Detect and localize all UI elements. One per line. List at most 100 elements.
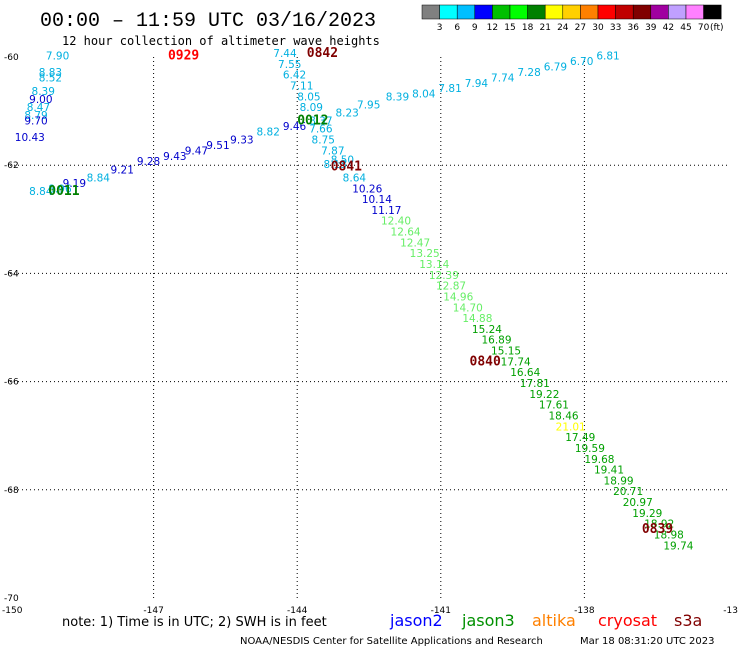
wave-height-point: 19.41 [594,465,624,477]
wave-height-point: 9.00 [29,94,52,106]
satellite-legend-altika: altika [532,611,576,630]
wave-height-point: 21.01 [556,421,586,433]
wave-height-point: 9.70 [24,116,47,128]
footer-credit: NOAA/NESDIS Center for Satellite Applica… [240,636,543,647]
wave-height-point: 7.87 [321,145,344,157]
colorbar-label: 9 [472,23,478,33]
wave-height-point: 8.09 [300,102,323,114]
wave-height-point: 8.39 [32,86,55,98]
colorbar-swatch [668,4,687,20]
colorbar-swatch [685,4,704,20]
chart-subtitle: 12 hour collection of altimeter wave hei… [62,34,380,48]
wave-height-point: 15.15 [491,346,521,358]
wave-height-point: 7.95 [357,99,380,111]
wave-height-point: 19.59 [575,443,605,455]
wave-height-point: 14.88 [462,313,492,325]
colorbar-label: 39 [645,23,657,33]
wave-height-point: 17.81 [520,378,550,390]
wave-height-point: 6.79 [544,62,567,74]
colorbar-label: 3 [437,23,443,33]
wave-height-point: 9.33 [230,135,253,147]
wave-height-point: 12.64 [391,227,421,239]
grid-lines [10,57,728,598]
satellite-legend-s3a: s3a [674,611,702,630]
colorbar-label: 70 [698,23,710,33]
wave-height-point: 12.40 [381,216,411,228]
x-tick-label: -141 [431,606,451,616]
satellite-legend: jason2 jason3 altika cryosat s3a [389,611,702,630]
wave-height-point: 8.23 [335,108,358,120]
wave-height-point: 13.25 [410,248,440,260]
wave-height-point: 10.14 [362,194,392,206]
wave-height-point: 7.74 [491,72,515,84]
pass-time-label: 0012 [297,114,328,129]
satellite-legend-jason3: jason3 [461,611,515,630]
wave-height-point: 8.64 [343,172,367,184]
wave-height-point: 12.39 [429,270,459,282]
colorbar-label: 21 [539,23,550,33]
wave-height-point: 9.51 [206,140,229,152]
wave-height-point: 9.21 [111,164,134,176]
colorbar-swatch [421,4,440,20]
wave-height-point: 8.39 [386,91,409,103]
wave-height-point: 18.46 [549,410,579,422]
wave-height-point: 20.97 [623,497,653,509]
y-tick-label: -70 [4,594,19,604]
wave-height-point: 8.04 [412,89,436,101]
wave-height-point: 14.96 [443,291,473,303]
wave-height-point: 9.46 [283,121,307,133]
pass-time-label: 0839 [642,522,673,537]
wave-height-point: 18.98 [654,529,684,541]
wave-height-point: 7.94 [465,78,489,90]
wave-height-point: 7.66 [309,124,333,136]
footer-note: note: 1) Time is in UTC; 2) SWH is in fe… [62,615,327,630]
wave-height-point: 7.28 [517,67,540,79]
y-tick-label: -60 [4,53,19,63]
colorbar-label: 42 [663,23,674,33]
wave-height-point: 12.87 [436,281,466,293]
colorbar-swatch [562,4,581,20]
wave-height-point: 16.89 [481,335,511,347]
plot-area [22,42,732,605]
x-tick-label: -147 [143,606,163,616]
x-tick-label: -150 [2,606,23,616]
colorbar-legend: 3 6 9 12 15 18 21 24 27 30 33 36 39 42 45 70 [421,4,722,33]
colorbar-swatch [527,4,546,20]
wave-height-point: 8.96 [48,183,72,195]
wave-height-point: 9.19 [63,178,86,190]
colorbar-swatch [615,4,634,20]
wave-height-point: 7.90 [46,51,69,63]
pass-time-label: 0841 [331,160,362,175]
wave-height-point: 8.84 [87,172,111,184]
pass-time-label: 0011 [48,184,79,199]
wave-height-point: 17.49 [565,432,595,444]
wave-height-point: 7.81 [438,83,461,95]
wave-height-point: 7.44 [273,48,297,60]
y-axis-ticks: -60 -62 -64 -66 -68 -70 [4,53,19,604]
x-tick-label: -144 [287,606,308,616]
colorbar-swatch [580,4,599,20]
wave-height-point: 16.64 [510,367,540,379]
wave-height-values: 7.908.838.528.399.008.478.799.7010.438.8… [15,48,694,552]
wave-height-point: 19.29 [632,508,662,520]
wave-height-point: 18.99 [604,475,634,487]
colorbar-swatch [597,4,616,20]
wave-height-point: 18.92 [644,519,674,531]
wave-height-point: 19.74 [663,540,693,552]
pass-time-label: 0840 [470,354,501,369]
wave-height-point: 7.55 [278,59,301,71]
y-tick-label: -68 [4,486,19,496]
wave-height-point: 8.50 [331,155,354,167]
wave-height-point: 12.47 [400,237,430,249]
wave-height-point: 8.83 [39,67,62,79]
pass-time-labels: 0929 0842 0012 0841 0011 0840 0839 [48,46,673,537]
colorbar-label: 6 [454,23,460,33]
wave-height-point: 8.47 [27,102,50,114]
wave-height-point: 14.70 [453,302,483,314]
wave-height-point: 6.81 [596,51,619,63]
colorbar-label: 45 [680,23,691,33]
wave-height-point: 8.37 [309,116,332,128]
wave-height-point: 8.75 [312,135,335,147]
wave-height-point: 9.28 [137,156,160,168]
footer-timestamp: Mar 18 08:31:20 UTC 2023 [580,636,715,647]
